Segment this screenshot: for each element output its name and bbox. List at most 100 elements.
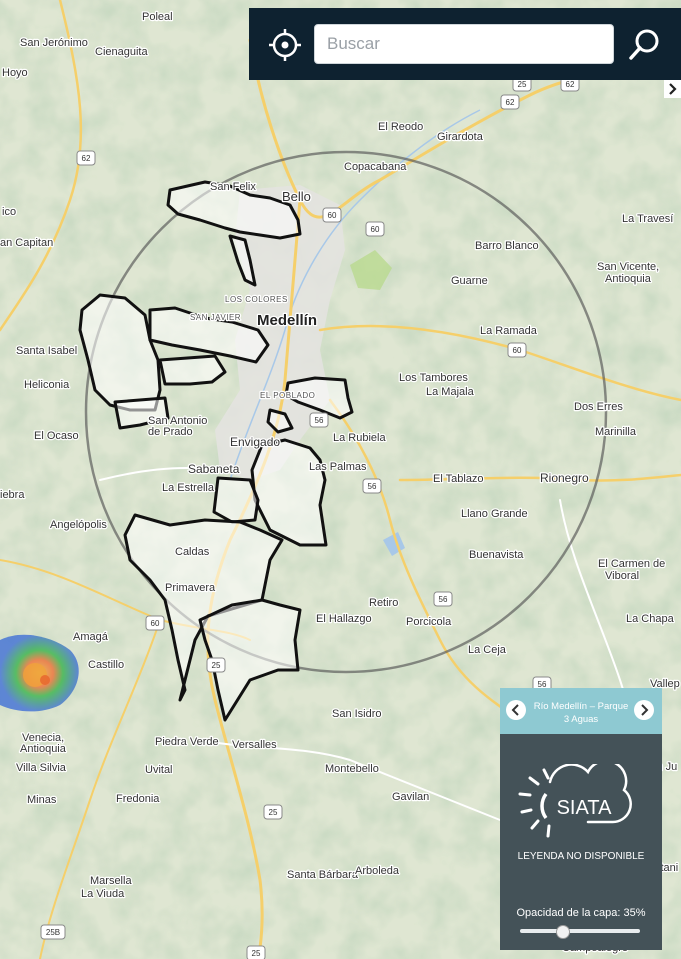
place-label: Porcicola: [406, 616, 452, 628]
svg-text:56: 56: [538, 680, 547, 689]
place-label: Amagá: [73, 631, 109, 643]
place-label: La Viuda: [81, 888, 125, 900]
svg-text:60: 60: [328, 211, 337, 220]
place-label: La Chapa: [626, 613, 675, 625]
route-shield: 62: [76, 150, 96, 166]
place-label: Gavilan: [392, 791, 429, 803]
opacity-slider[interactable]: [520, 925, 640, 939]
place-label: Poleal: [142, 11, 173, 23]
place-label: Caldas: [175, 546, 210, 558]
route-shield: 56: [433, 591, 453, 607]
place-label: Castillo: [88, 659, 124, 671]
watershed-outlines[interactable]: [78, 180, 354, 722]
rainfall-radar: [0, 634, 79, 712]
place-label: La Majala: [426, 386, 475, 398]
place-label: Antioquia: [20, 743, 67, 755]
search-icon[interactable]: [626, 26, 664, 64]
svg-text:56: 56: [315, 416, 324, 425]
opacity-label: Opacidad de la capa: 35%: [516, 907, 646, 919]
search-input[interactable]: [314, 24, 614, 64]
place-label: LOS COLORES: [225, 295, 288, 304]
place-label: Minas: [27, 794, 57, 806]
route-shield: 25B: [40, 924, 66, 940]
svg-text:62: 62: [566, 80, 575, 89]
place-label: Angelópolis: [50, 519, 107, 531]
place-label: La Estrella: [162, 482, 215, 494]
place-label: Marinilla: [595, 426, 637, 438]
place-label: Santa Bárbara: [287, 869, 359, 881]
place-label: SAN JAVIER: [190, 313, 241, 322]
place-label: Arboleda: [355, 865, 400, 877]
place-label: La Rubiela: [333, 432, 386, 444]
route-shield: 60: [507, 342, 527, 358]
route-shields: 62 25 62 62 60 60 60 56 56 56 60 25 56 2…: [40, 76, 580, 959]
place-label: Montebello: [325, 763, 379, 775]
place-label: Los Tambores: [399, 372, 468, 384]
route-shield: 60: [322, 207, 342, 223]
place-label: El Hallazgo: [316, 613, 372, 625]
place-label: Venecia,: [22, 732, 64, 744]
chevron-right-icon: [669, 83, 677, 95]
place-label: Fredonia: [116, 793, 160, 805]
place-label: Barro Blanco: [475, 240, 539, 252]
place-label: Santa Isabel: [16, 345, 77, 357]
place-label: Versalles: [232, 739, 277, 751]
place-label: San Vicente,: [597, 261, 659, 273]
place-label: Girardota: [437, 131, 484, 143]
place-label: de Prado: [148, 426, 193, 438]
siata-logo: SIATA: [518, 764, 632, 838]
place-label: Buenavista: [469, 549, 524, 561]
route-shield: 60: [365, 221, 385, 237]
place-label: La Travesí: [622, 213, 673, 225]
svg-text:25: 25: [518, 80, 527, 89]
place-label: San Jerónimo: [20, 37, 88, 49]
place-label: Vallep: [650, 678, 680, 690]
place-label: Dos Erres: [574, 401, 623, 413]
place-label: San Felix: [210, 181, 256, 193]
place-label: Cienaguita: [95, 46, 148, 58]
legend-next-button[interactable]: [634, 700, 654, 720]
svg-text:56: 56: [439, 595, 448, 604]
place-label: Envigado: [230, 435, 280, 449]
place-label: San Antonio: [148, 415, 207, 427]
legend-header: Río Medellín – Parque 3 Aguas: [500, 688, 662, 734]
place-label: Villa Silvia: [16, 762, 67, 774]
place-label: Marsella: [90, 875, 132, 887]
place-label: El Reodo: [378, 121, 423, 133]
place-label: La Ramada: [480, 325, 538, 337]
chevron-right-icon: [641, 704, 649, 716]
svg-text:60: 60: [371, 225, 380, 234]
place-label: Hoyo: [2, 67, 28, 79]
place-label: Rionegro: [540, 471, 589, 485]
radar-range-circle: [84, 150, 608, 674]
svg-text:62: 62: [506, 98, 515, 107]
svg-text:25: 25: [269, 808, 278, 817]
place-label: EL POBLADO: [260, 391, 315, 400]
legend-prev-button[interactable]: [506, 700, 526, 720]
place-label: ico: [2, 206, 16, 218]
river: [229, 109, 481, 481]
park-area: [350, 250, 392, 290]
legend-title: Río Medellín – Parque 3 Aguas: [533, 701, 629, 725]
place-label: Llano Grande: [461, 508, 528, 520]
svg-text:25: 25: [212, 661, 221, 670]
place-label: Heliconia: [24, 379, 70, 391]
panel-toggle-button[interactable]: [664, 80, 681, 98]
place-label: Medellín: [257, 312, 317, 329]
place-labels: Poleal San Jerónimo Cienaguita Hoyo El R…: [0, 10, 681, 956]
legend-unavailable-text: LEYENDA NO DISPONIBLE: [517, 851, 645, 862]
place-label: Guarne: [451, 275, 488, 287]
legend-panel: Río Medellín – Parque 3 Aguas SIATA LEYE…: [500, 688, 662, 950]
place-label: El Carmen de: [598, 558, 665, 570]
place-label: San Isidro: [332, 708, 382, 720]
place-label: El Ocaso: [34, 430, 79, 442]
svg-text:60: 60: [513, 346, 522, 355]
crosshair-icon[interactable]: [268, 28, 302, 62]
place-label: La Ceja: [468, 644, 507, 656]
place-label: Sabaneta: [188, 462, 240, 476]
svg-text:25: 25: [252, 949, 261, 958]
siata-wordmark: SIATA: [557, 797, 612, 819]
svg-text:60: 60: [151, 619, 160, 628]
opacity-slider-thumb[interactable]: [556, 925, 570, 939]
